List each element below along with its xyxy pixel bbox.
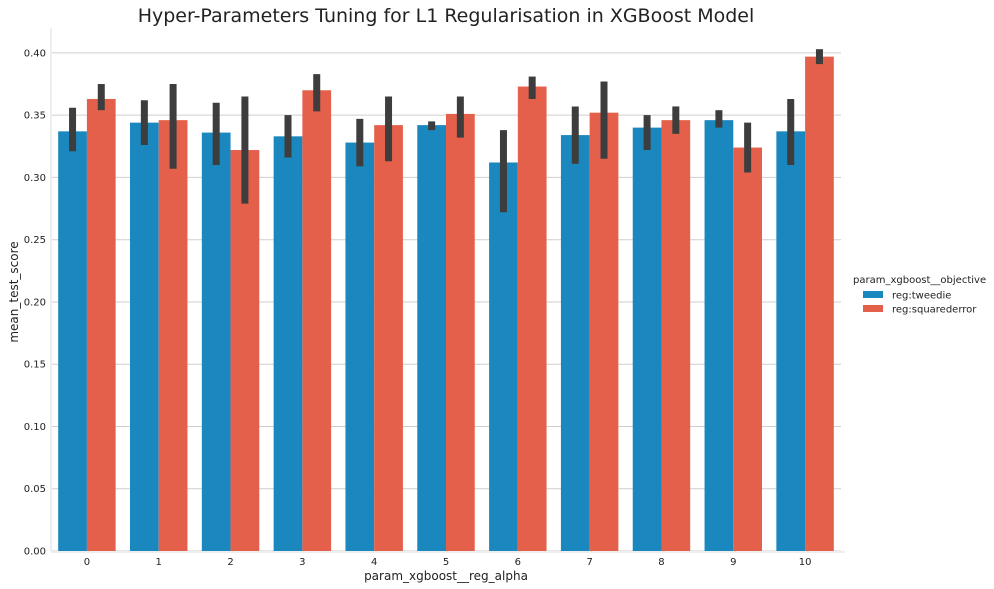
y-tick-label: 0.00 [24, 547, 46, 558]
legend-label: reg:tweedie [892, 291, 951, 302]
bar-reg-tweedie-2 [201, 132, 231, 551]
legend-swatch [863, 305, 883, 312]
bar-reg-squarederror-9 [733, 147, 762, 552]
bar-reg-tweedie-3 [273, 136, 303, 552]
bar-reg-squarederror-10 [805, 56, 834, 552]
x-tick-label: 3 [299, 557, 305, 568]
y-tick-label: 0.35 [24, 111, 46, 122]
bar-reg-squarederror-5 [446, 113, 475, 552]
bar-reg-tweedie-7 [560, 135, 590, 552]
bar-reg-tweedie-8 [632, 127, 662, 551]
x-tick-label: 9 [730, 557, 736, 568]
bar-reg-tweedie-0 [58, 131, 87, 551]
y-tick-label: 0.20 [24, 297, 46, 308]
bar-reg-squarederror-8 [661, 120, 691, 552]
legend-swatch [863, 291, 883, 298]
x-tick-label: 0 [84, 557, 90, 568]
y-tick-label: 0.05 [24, 484, 46, 495]
x-tick-label: 5 [443, 557, 449, 568]
y-tick-label: 0.40 [24, 48, 46, 59]
legend-label: reg:squarederror [892, 305, 977, 316]
legend-items: reg:tweedie reg:squarederror [863, 291, 977, 316]
legend-title: param_xgboost__objective [853, 275, 986, 286]
bars [58, 56, 834, 552]
bar-reg-tweedie-5 [417, 125, 446, 551]
bar-reg-squarederror-0 [86, 98, 116, 551]
x-axis-label: param_xgboost__reg_alpha [364, 569, 528, 583]
error-bars [69, 49, 823, 213]
bar-reg-tweedie-10 [776, 131, 806, 551]
bar-reg-squarederror-7 [589, 112, 619, 551]
bar-reg-tweedie-4 [345, 142, 375, 552]
chart-title: Hyper-Parameters Tuning for L1 Regularis… [138, 5, 755, 27]
x-tick-label: 10 [799, 557, 812, 568]
bar-reg-squarederror-6 [517, 86, 547, 552]
x-tick-label: 4 [371, 557, 377, 568]
x-tick-label: 2 [227, 557, 233, 568]
x-tick-label: 7 [586, 557, 592, 568]
y-tick-label: 0.10 [24, 422, 46, 433]
y-tick-label: 0.25 [24, 235, 46, 246]
bar-reg-squarederror-1 [158, 120, 188, 552]
bar-reg-squarederror-3 [302, 90, 332, 551]
x-tick-label: 8 [658, 557, 664, 568]
axes: 0.00 0.05 0.10 0.15 0.20 0.25 0.30 0.35 0.40 0 1 2 3… [24, 28, 845, 568]
x-tick-label: 6 [515, 557, 521, 568]
bar-reg-squarederror-2 [230, 150, 260, 552]
y-tick-label: 0.30 [24, 173, 46, 184]
legend: param_xgboost__objective reg:tweediereg:… [853, 275, 986, 316]
bar-reg-squarederror-4 [374, 125, 403, 551]
x-tick-label: 1 [156, 557, 162, 568]
y-tick-label: 0.15 [24, 360, 46, 371]
bar-reg-tweedie-6 [489, 162, 518, 551]
bar-reg-tweedie-9 [704, 120, 734, 552]
y-axis-label: mean_test_score [7, 241, 21, 342]
bar-reg-tweedie-1 [130, 122, 159, 551]
